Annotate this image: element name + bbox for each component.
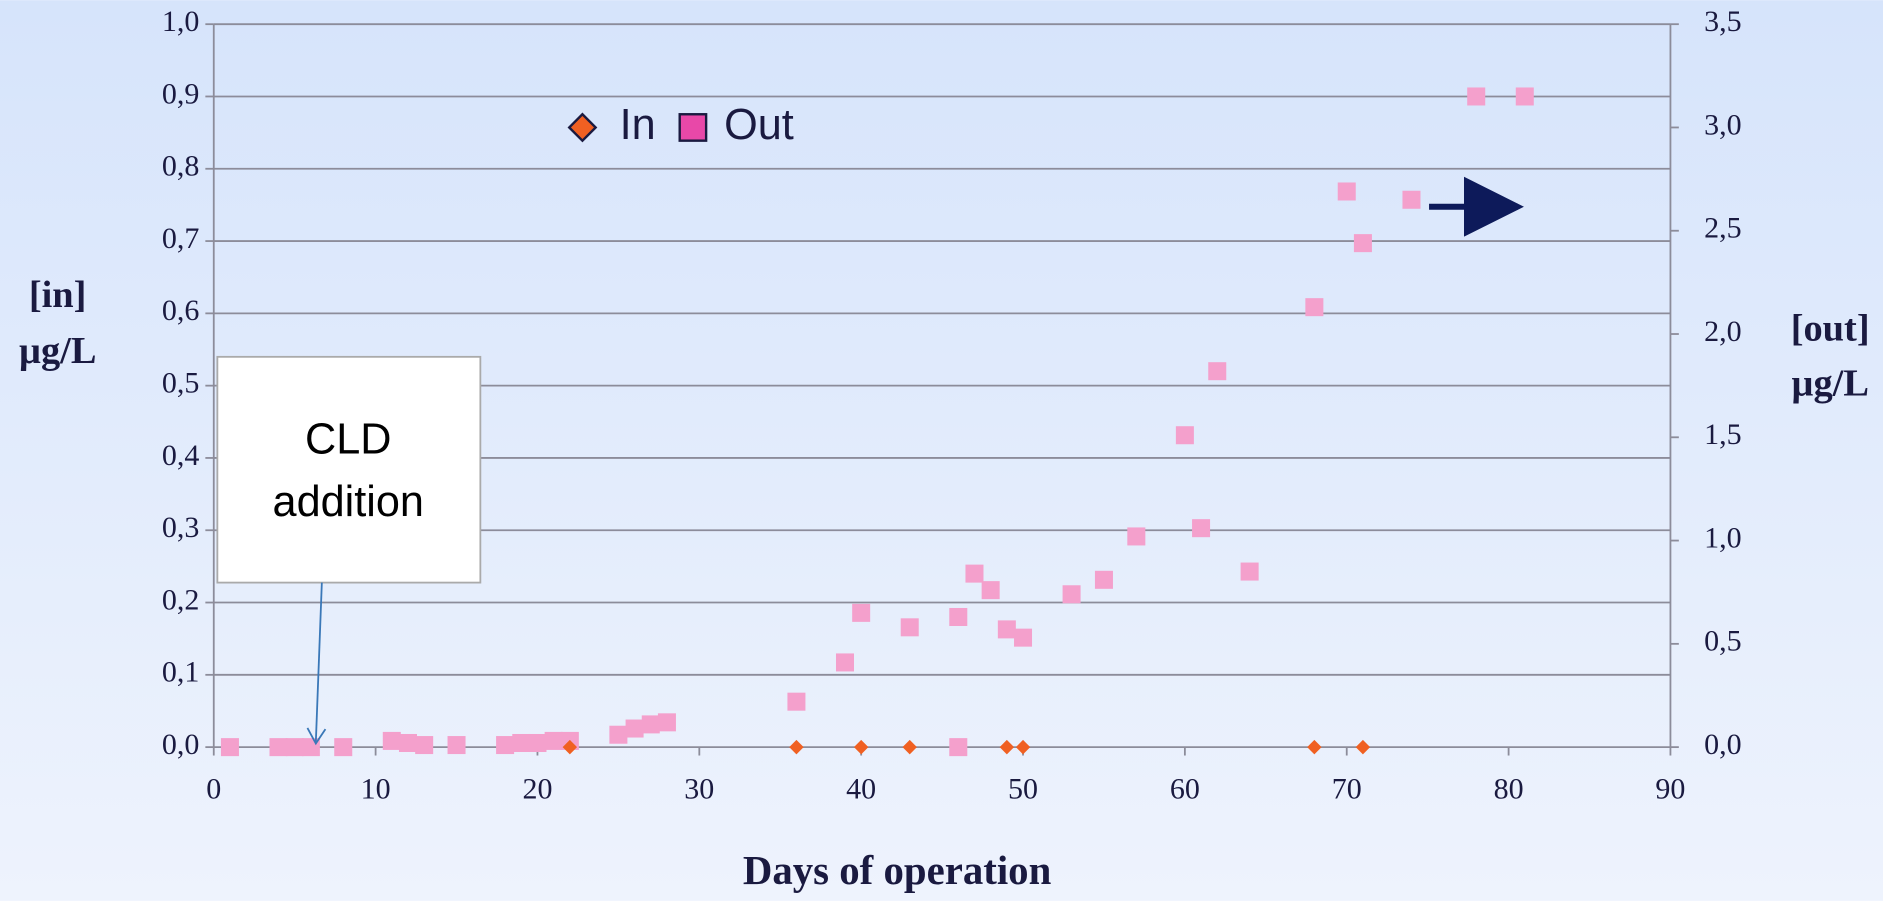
point: [1094, 570, 1113, 589]
point: [528, 733, 547, 752]
x-tick-label: 30: [684, 772, 714, 805]
y-tick-label: 0,5: [162, 367, 200, 400]
x-label: Days of operation: [743, 848, 1052, 893]
legend-label: In: [620, 101, 656, 149]
legend-marker: [567, 112, 598, 143]
y2-tick-label: 3,0: [1704, 108, 1742, 141]
y2-tick-label: 0,5: [1704, 625, 1742, 658]
x-tick-label: 70: [1332, 772, 1362, 805]
point: [544, 731, 563, 750]
point: [657, 713, 676, 732]
point: [1062, 585, 1081, 604]
y-tick-label: 0,2: [162, 583, 200, 616]
annotation-line: addition: [273, 478, 424, 526]
y-tick-label: 0,3: [162, 511, 200, 544]
point: [965, 564, 984, 583]
y-tick-label: 0,8: [162, 150, 200, 183]
point: [285, 738, 304, 757]
legend: In Out: [567, 101, 794, 149]
point: [1307, 739, 1322, 755]
y-tick-label: 1,0: [162, 5, 200, 38]
point: [382, 731, 401, 750]
point: [949, 607, 968, 626]
x-tick-label: 40: [846, 772, 876, 805]
point: [1015, 739, 1031, 755]
point: [997, 620, 1016, 639]
x-tick-label: 20: [522, 772, 552, 805]
point: [1240, 562, 1259, 581]
x-tick-label: 60: [1170, 772, 1200, 805]
point: [900, 618, 919, 637]
point: [1175, 426, 1194, 445]
point: [999, 739, 1015, 755]
y2-label-line: µg/L: [1791, 363, 1869, 405]
y2-tick-label: 1,5: [1704, 418, 1742, 451]
point: [1127, 527, 1146, 546]
point: [789, 739, 804, 755]
x-tick-label: 50: [1008, 772, 1038, 805]
point: [787, 692, 806, 711]
point: [1402, 190, 1421, 209]
annotation-box: [216, 355, 482, 584]
x-tick-label: 80: [1494, 772, 1524, 805]
point: [562, 739, 578, 755]
point: [625, 719, 644, 738]
y-tick-label: 0,1: [162, 656, 200, 689]
point: [496, 736, 515, 755]
annotation-line: CLD: [305, 416, 391, 464]
point: [1014, 628, 1033, 647]
y-tick-label: 0,6: [162, 294, 200, 327]
y-tick-label: 0,0: [162, 728, 200, 761]
legend-label: Out: [724, 101, 794, 149]
point: [447, 736, 466, 755]
point: [1515, 87, 1534, 106]
plot: [205, 23, 1679, 757]
point: [835, 653, 854, 672]
point: [334, 738, 353, 757]
legend-marker: [678, 113, 708, 142]
point: [1467, 87, 1486, 106]
point: [269, 738, 288, 757]
y-label-line: [in]: [29, 274, 87, 316]
annotation-arrow: [314, 582, 323, 743]
y-tick-label: 0,7: [162, 222, 200, 255]
point: [398, 733, 417, 752]
y2-tick-label: 0,0: [1704, 728, 1742, 761]
point: [981, 581, 1000, 600]
point: [609, 725, 628, 744]
point: [512, 733, 531, 752]
y2-tick-label: 1,0: [1704, 521, 1742, 554]
annotation-arrowhead: [306, 727, 327, 746]
y-tick-label: 0,9: [162, 77, 200, 110]
point: [641, 715, 660, 734]
x-tick-label: 0: [206, 772, 221, 805]
y2-label-line: [out]: [1791, 307, 1870, 349]
y2-tick-label: 2,0: [1704, 315, 1742, 348]
point: [1353, 234, 1372, 253]
y2-tick-label: 2,5: [1704, 212, 1742, 245]
point: [1305, 298, 1324, 317]
point: [1208, 362, 1227, 381]
point: [1337, 182, 1356, 201]
point: [415, 736, 434, 755]
point: [220, 738, 239, 757]
y-label-line: µg/L: [19, 330, 97, 372]
point: [902, 739, 917, 755]
x-tick-label: 10: [361, 772, 391, 805]
y-tick-label: 0,4: [162, 439, 200, 472]
x-tick-label: 90: [1655, 772, 1685, 805]
point: [1192, 519, 1211, 538]
point: [949, 738, 968, 757]
point: [852, 603, 871, 622]
y2-tick-label: 3,5: [1704, 5, 1742, 38]
